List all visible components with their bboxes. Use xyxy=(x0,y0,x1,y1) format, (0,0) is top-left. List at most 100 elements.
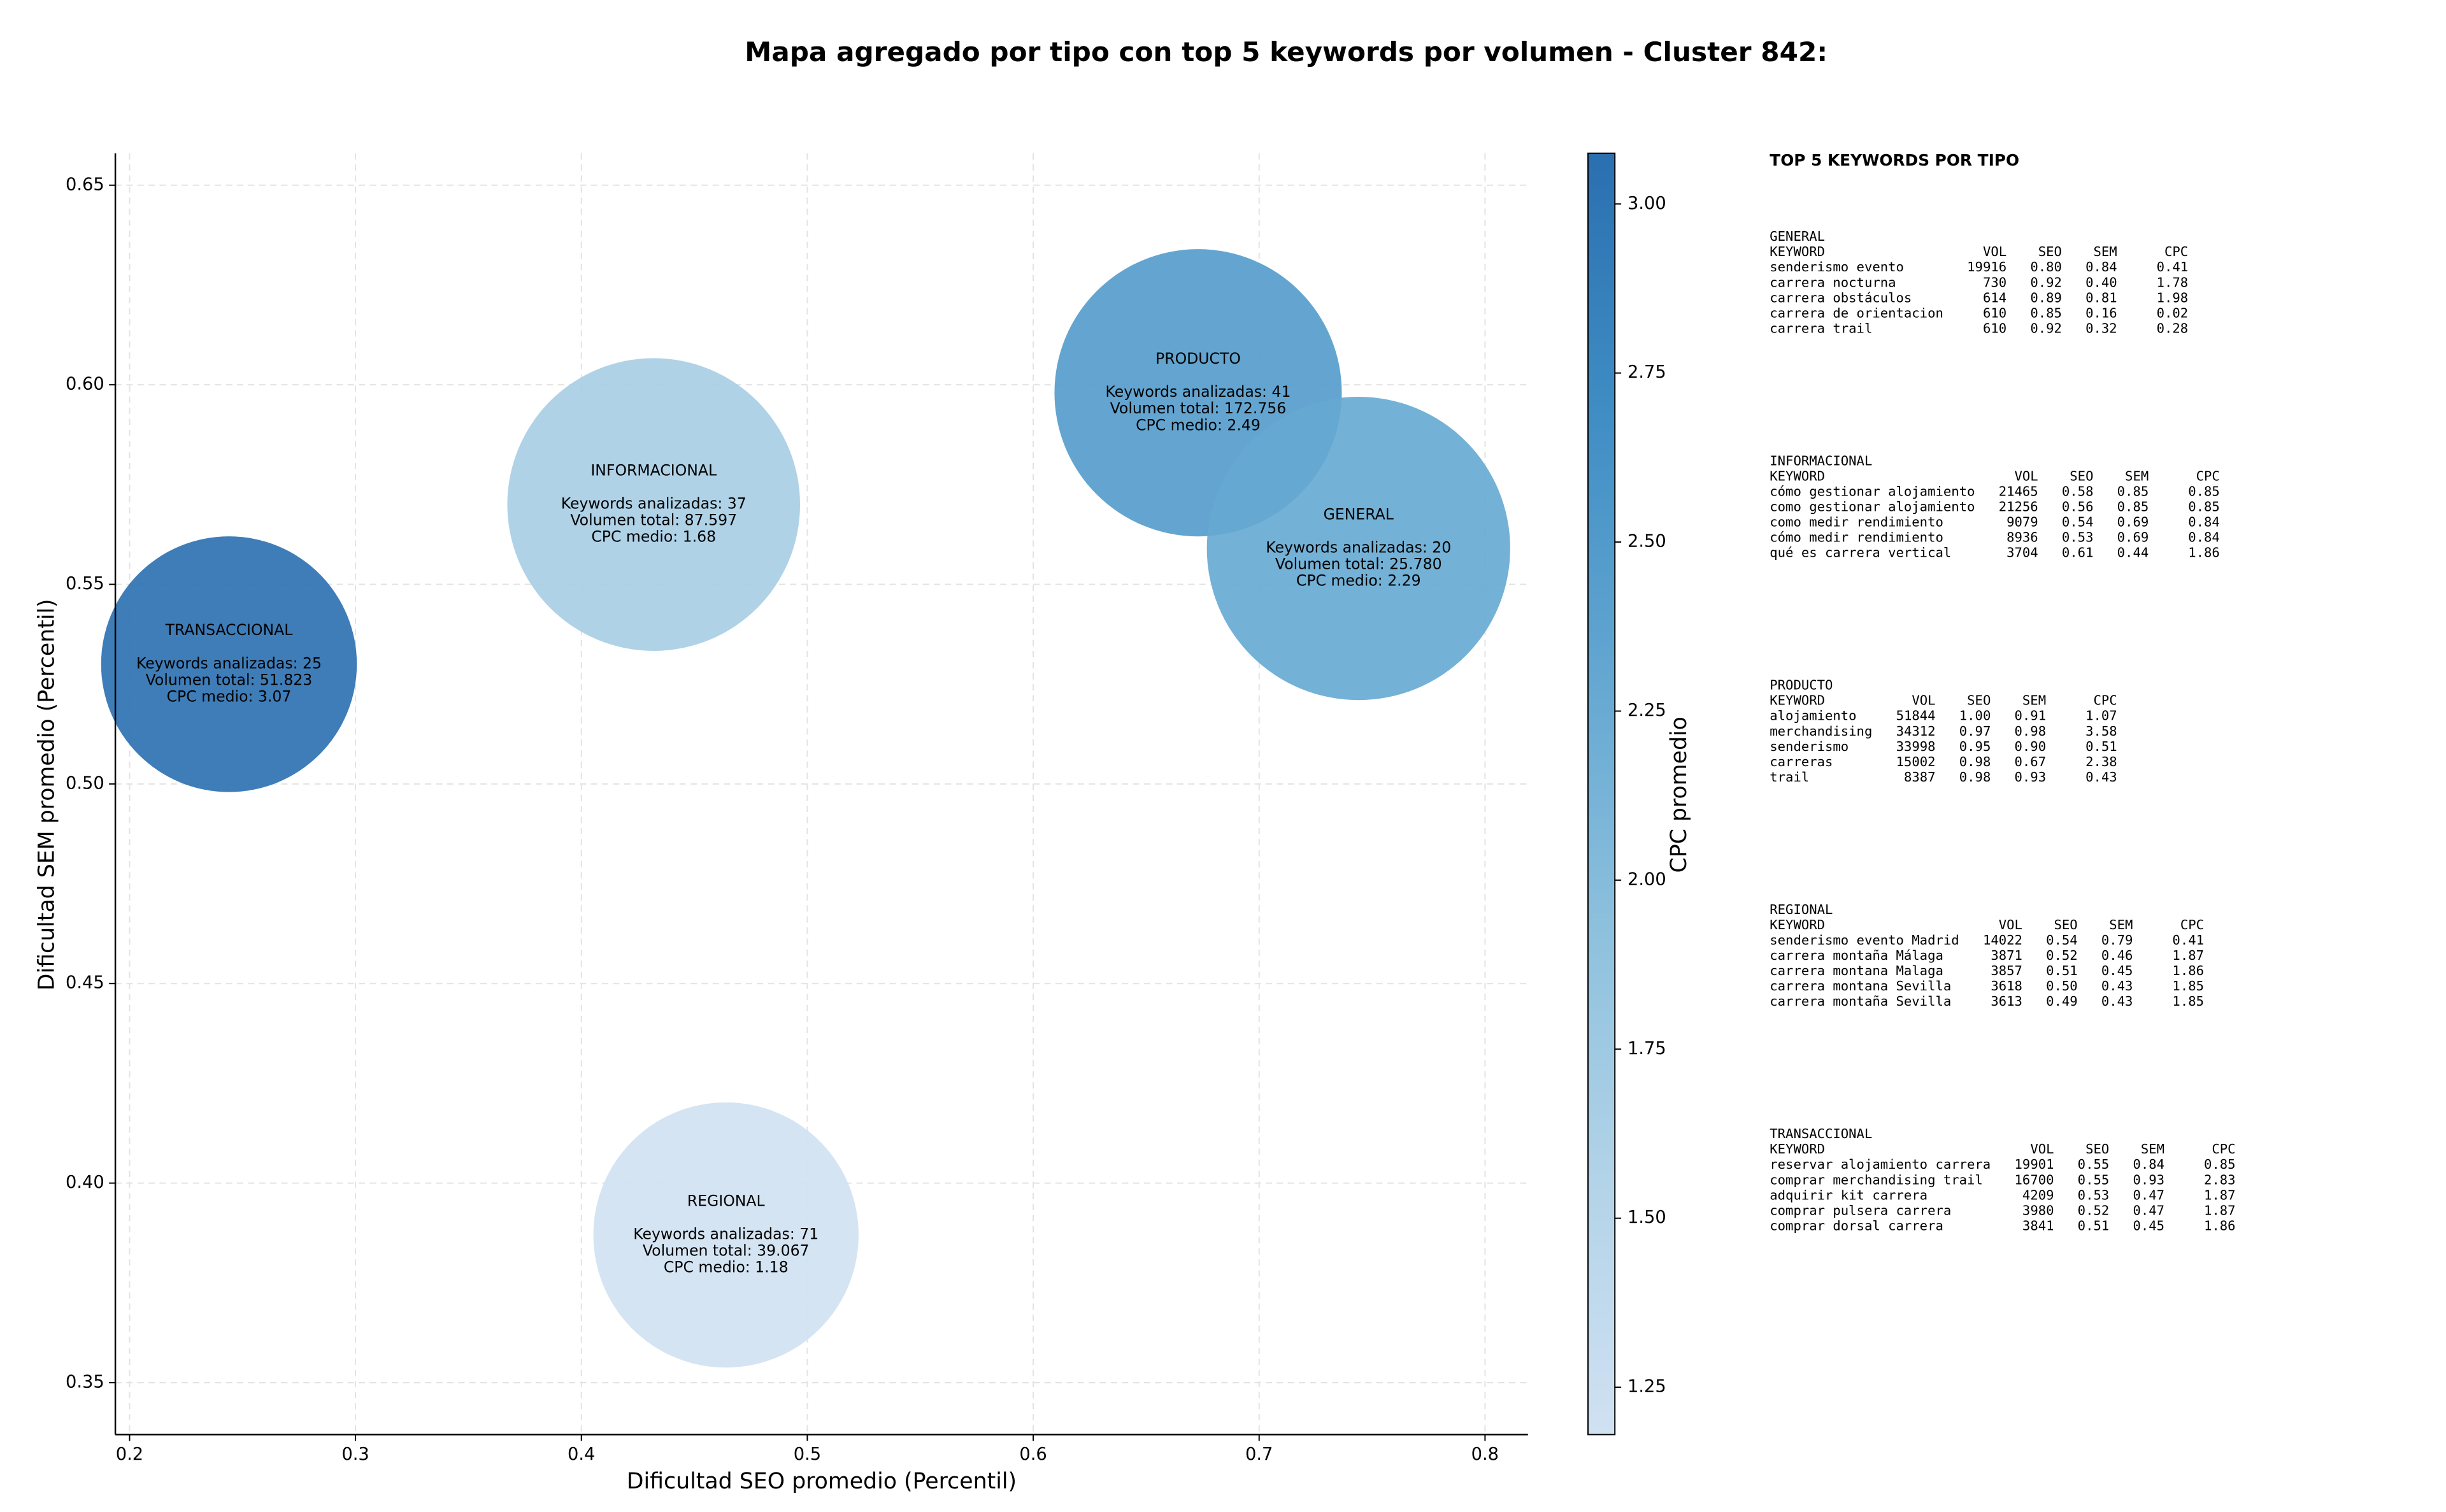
table-cell: 0.55 xyxy=(2078,1157,2110,1172)
table-cell: carrera nocturna xyxy=(1770,275,1896,290)
group-name: TRANSACCIONAL xyxy=(1770,1126,1872,1141)
table-cell: carreras xyxy=(1770,754,1833,769)
table-cell: 1.87 xyxy=(2172,948,2204,963)
table-cell: cómo medir rendimiento xyxy=(1770,530,1943,545)
table-cell: 1.85 xyxy=(2172,978,2204,994)
table-cell: 0.52 xyxy=(2046,948,2078,963)
table-cell: 0.98 xyxy=(1959,769,1991,785)
table-cell: 9079 xyxy=(2006,515,2038,530)
table-cell: merchandising xyxy=(1770,724,1872,739)
table-cell: 0.89 xyxy=(2030,290,2062,305)
table-cell: 0.44 xyxy=(2117,545,2149,560)
table-cell: cómo gestionar alojamiento xyxy=(1770,483,1975,499)
table-header: VOL xyxy=(2015,468,2038,483)
table-cell: senderismo xyxy=(1770,739,1849,754)
table-cell: qué es carrera vertical xyxy=(1770,545,1951,560)
table-cell: 16700 xyxy=(2015,1172,2054,1187)
table-cell: comprar dorsal carrera xyxy=(1770,1218,1943,1233)
bubble-annotation: Volumen total: 25.780 xyxy=(1275,555,1442,573)
bubble-annotation: Volumen total: 172.756 xyxy=(1110,399,1287,417)
table-cell: 0.85 xyxy=(2188,499,2220,515)
bubble-annotation: Keywords analizadas: 41 xyxy=(1105,383,1291,401)
bubble-annotation: CPC medio: 2.49 xyxy=(1136,416,1261,434)
table-cell: 0.67 xyxy=(2015,754,2047,769)
y-tick-label: 0.40 xyxy=(66,1173,104,1192)
table-cell: 0.43 xyxy=(2101,978,2133,994)
table-cell: 0.28 xyxy=(2157,320,2189,336)
table-cell: 0.58 xyxy=(2062,483,2094,499)
table-cell: 0.47 xyxy=(2133,1202,2164,1218)
table-cell: 33998 xyxy=(1896,739,1936,754)
table-cell: 3871 xyxy=(1991,948,2022,963)
table-cell: 0.85 xyxy=(2117,499,2149,515)
table-cell: 0.53 xyxy=(2078,1187,2110,1202)
table-cell: 1.98 xyxy=(2157,290,2189,305)
table-cell: 0.69 xyxy=(2117,515,2149,530)
y-tick-label: 0.65 xyxy=(66,175,104,194)
table-cell: 1.86 xyxy=(2204,1218,2236,1233)
table-cell: 0.85 xyxy=(2188,483,2220,499)
x-tick-label: 0.5 xyxy=(794,1444,821,1464)
colorbar-tick-label: 2.00 xyxy=(1627,869,1666,889)
table-cell: adquirir kit carrera xyxy=(1770,1187,1927,1202)
table-cell: 8936 xyxy=(2006,530,2038,545)
table-cell: 0.92 xyxy=(2030,275,2062,290)
table-cell: 0.85 xyxy=(2117,483,2149,499)
colorbar-tick-label: 3.00 xyxy=(1627,194,1666,213)
table-header: KEYWORD xyxy=(1770,244,1825,259)
table-cell: 1.78 xyxy=(2157,275,2189,290)
table-cell: 0.54 xyxy=(2062,515,2094,530)
table-header: VOL xyxy=(1999,917,2022,932)
table-cell: 0.84 xyxy=(2188,530,2220,545)
table-header: SEM xyxy=(2093,244,2117,259)
bubble-annotation: CPC medio: 2.29 xyxy=(1296,572,1421,590)
table-cell: alojamiento xyxy=(1770,708,1856,724)
table-cell: 0.93 xyxy=(2133,1172,2164,1187)
x-tick-label: 0.7 xyxy=(1245,1444,1273,1464)
table-cell: 3618 xyxy=(1991,978,2022,994)
table-cell: 3704 xyxy=(2006,545,2038,560)
table-cell: 2.38 xyxy=(2085,754,2117,769)
y-tick-label: 0.50 xyxy=(66,773,104,793)
table-cell: 21256 xyxy=(1999,499,2038,515)
x-tick-label: 0.8 xyxy=(1471,1444,1499,1464)
table-cell: 0.95 xyxy=(1959,739,1991,754)
table-cell: 19916 xyxy=(1967,259,2006,275)
table-cell: 0.84 xyxy=(2133,1157,2164,1172)
table-cell: 0.51 xyxy=(2085,739,2117,754)
bubble-annotation: Keywords analizadas: 20 xyxy=(1266,539,1451,557)
table-header: KEYWORD xyxy=(1770,468,1825,483)
table-cell: comprar pulsera carrera xyxy=(1770,1202,1951,1218)
table-cell: 0.84 xyxy=(2188,515,2220,530)
table-cell: 0.50 xyxy=(2046,978,2078,994)
table-cell: carrera montana Sevilla xyxy=(1770,978,1951,994)
x-tick-label: 0.4 xyxy=(568,1444,595,1464)
table-header: VOL xyxy=(1912,693,1935,708)
table-header: SEO xyxy=(2038,244,2062,259)
table-cell: carrera montaña Sevilla xyxy=(1770,994,1951,1009)
bubble xyxy=(507,358,801,651)
table-header: KEYWORD xyxy=(1770,693,1825,708)
table-cell: como medir rendimiento xyxy=(1770,515,1943,530)
table-cell: 0.41 xyxy=(2157,259,2189,275)
table-header: SEO xyxy=(2054,917,2078,932)
table-cell: 0.55 xyxy=(2078,1172,2110,1187)
bubble-annotation: Keywords analizadas: 71 xyxy=(633,1225,819,1243)
bubble-label: INFORMACIONAL xyxy=(590,462,717,480)
table-cell: 0.40 xyxy=(2085,275,2117,290)
table-cell: 0.81 xyxy=(2085,290,2117,305)
table-cell: 0.93 xyxy=(2015,769,2047,785)
colorbar-tick-label: 1.50 xyxy=(1627,1208,1666,1227)
x-tick-label: 0.3 xyxy=(341,1444,369,1464)
table-header: SEM xyxy=(2125,468,2149,483)
table-cell: 3857 xyxy=(1991,963,2022,978)
table-cell: 0.61 xyxy=(2062,545,2094,560)
bubble-label: TRANSACCIONAL xyxy=(165,621,293,639)
table-cell: 1.07 xyxy=(2085,708,2117,724)
table-header: CPC xyxy=(2180,917,2204,932)
table-cell: 51844 xyxy=(1896,708,1936,724)
bubble-annotation: CPC medio: 1.18 xyxy=(664,1259,789,1276)
table-header: CPC xyxy=(2212,1141,2235,1157)
table-cell: 2.83 xyxy=(2204,1172,2236,1187)
